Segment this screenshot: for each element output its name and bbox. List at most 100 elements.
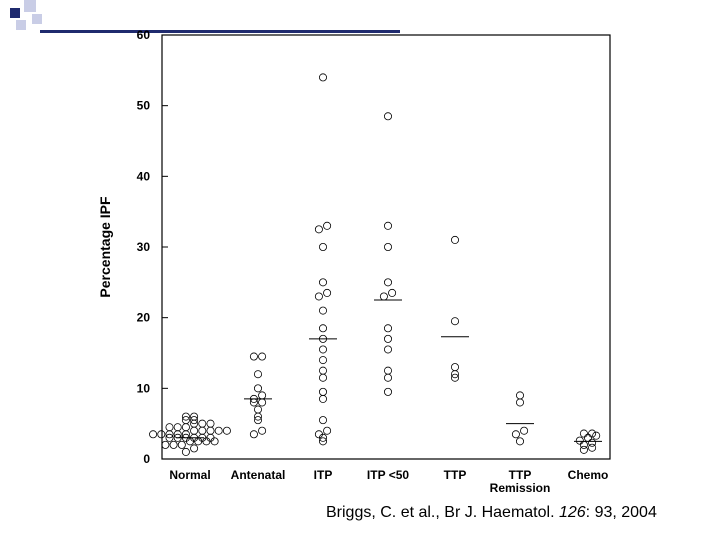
data-point: [222, 426, 231, 435]
data-point: [383, 373, 392, 382]
data-point: [177, 440, 186, 449]
y-tick-label: 20: [137, 311, 151, 325]
data-point: [588, 429, 597, 438]
data-point: [584, 433, 593, 442]
data-point: [318, 324, 327, 333]
header-rule: [40, 30, 400, 33]
data-point: [323, 426, 332, 435]
data-point: [181, 447, 190, 456]
data-point: [258, 352, 267, 361]
data-point: [450, 363, 459, 372]
citation-authors: Briggs, C. et al., Br J. Haematol.: [326, 504, 559, 521]
data-point: [157, 430, 166, 439]
data-point: [181, 423, 190, 432]
data-point: [206, 426, 215, 435]
data-point: [588, 443, 597, 452]
citation: Briggs, C. et al., Br J. Haematol. 126: …: [326, 504, 657, 522]
data-point: [383, 278, 392, 287]
data-point: [383, 387, 392, 396]
y-tick-label: 0: [143, 452, 150, 466]
data-point: [383, 366, 392, 375]
citation-volume: 126: [558, 504, 586, 521]
data-point: [592, 431, 601, 440]
data-point: [198, 426, 207, 435]
data-point: [579, 445, 588, 454]
y-axis-label: Percentage IPF: [97, 196, 113, 298]
data-point: [383, 334, 392, 343]
data-point: [318, 356, 327, 365]
data-point: [253, 384, 262, 393]
data-point: [318, 437, 327, 446]
data-point: [318, 306, 327, 315]
data-point: [169, 440, 178, 449]
y-tick-label: 60: [137, 28, 151, 42]
data-point: [450, 373, 459, 382]
data-point: [258, 426, 267, 435]
category-label: ITP <50: [367, 468, 409, 482]
data-point: [383, 221, 392, 230]
data-point: [206, 419, 215, 428]
data-point: [202, 437, 211, 446]
chart-axes: [161, 34, 611, 460]
data-point: [388, 288, 397, 297]
data-point: [318, 394, 327, 403]
data-point: [258, 391, 267, 400]
data-point: [383, 242, 392, 251]
data-point: [450, 235, 459, 244]
data-point: [318, 345, 327, 354]
data-point: [383, 112, 392, 121]
data-point: [516, 398, 525, 407]
data-point: [318, 433, 327, 442]
data-point: [511, 430, 520, 439]
data-point: [314, 292, 323, 301]
data-point: [318, 373, 327, 382]
chart-labels: 0 10 20 30 40 50 60 Percentage IPF Normal Antenat…: [97, 28, 608, 495]
data-point: [210, 437, 219, 446]
data-point: [579, 429, 588, 438]
data-point: [190, 416, 199, 425]
data-point: [588, 438, 597, 447]
data-point: [258, 398, 267, 407]
data-point: [253, 405, 262, 414]
data-point: [253, 412, 262, 421]
data-point: [253, 370, 262, 379]
citation-pages: : 93, 2004: [585, 504, 657, 521]
data-point: [318, 73, 327, 82]
data-point: [318, 416, 327, 425]
data-point: [318, 366, 327, 375]
slide-corner-decoration: [0, 0, 100, 40]
data-point: [450, 317, 459, 326]
data-point: [516, 391, 525, 400]
data-point: [149, 430, 158, 439]
data-point: [165, 433, 174, 442]
data-point: [190, 426, 199, 435]
data-point: [314, 225, 323, 234]
data-point: [181, 412, 190, 421]
chart-points: [149, 73, 602, 456]
data-point: [318, 242, 327, 251]
data-point: [323, 288, 332, 297]
data-point: [323, 221, 332, 230]
y-tick-label: 30: [137, 240, 151, 254]
category-label: TTP: [444, 468, 467, 482]
data-point: [575, 436, 584, 445]
data-point: [249, 352, 258, 361]
data-point: [318, 278, 327, 287]
y-tick-label: 50: [137, 99, 151, 113]
category-label: Chemo: [568, 468, 609, 482]
data-point: [383, 345, 392, 354]
data-point: [318, 387, 327, 396]
category-label: TTP: [509, 468, 532, 482]
data-point: [165, 423, 174, 432]
data-point: [190, 444, 199, 453]
data-point: [165, 430, 174, 439]
data-point: [379, 292, 388, 301]
data-point: [383, 324, 392, 333]
y-tick-label: 10: [137, 381, 151, 395]
y-tick-label: 40: [137, 169, 151, 183]
data-point: [161, 440, 170, 449]
category-label: Antenatal: [231, 468, 286, 482]
category-label: Normal: [169, 468, 210, 482]
data-point: [173, 423, 182, 432]
